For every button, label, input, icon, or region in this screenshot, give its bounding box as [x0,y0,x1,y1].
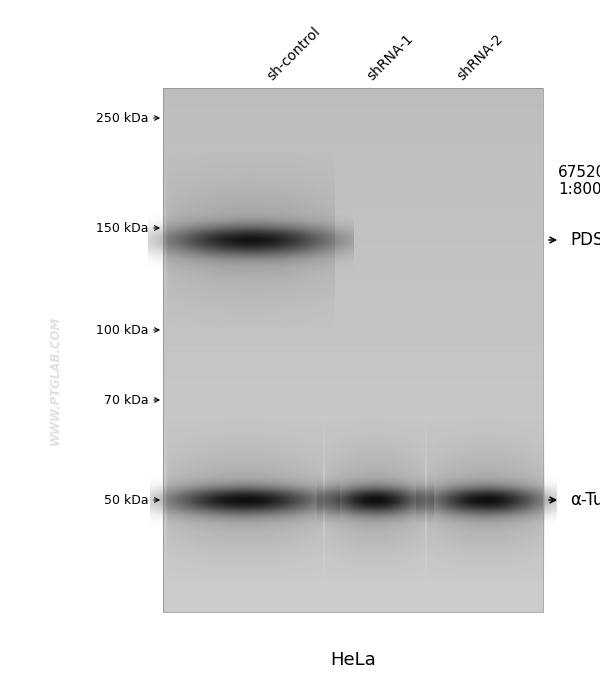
Text: 100 kDa: 100 kDa [97,323,149,336]
Text: HeLa: HeLa [330,651,376,669]
Text: sh-control: sh-control [265,24,323,83]
Bar [163,88,543,612]
Text: 50 kDa: 50 kDa [104,493,149,506]
Text: PDS5A: PDS5A [570,231,600,249]
Text: shRNA-1: shRNA-1 [365,32,416,83]
Text: 250 kDa: 250 kDa [97,112,149,125]
Text: 70 kDa: 70 kDa [104,393,149,406]
Text: 67520-1-Ig
1:8000: 67520-1-Ig 1:8000 [558,165,600,197]
Text: α-Tubulin: α-Tubulin [570,491,600,509]
Text: shRNA-2: shRNA-2 [455,32,506,83]
Text: WWW.PTGLAB.COM: WWW.PTGLAB.COM [49,315,62,445]
Text: 150 kDa: 150 kDa [97,221,149,234]
